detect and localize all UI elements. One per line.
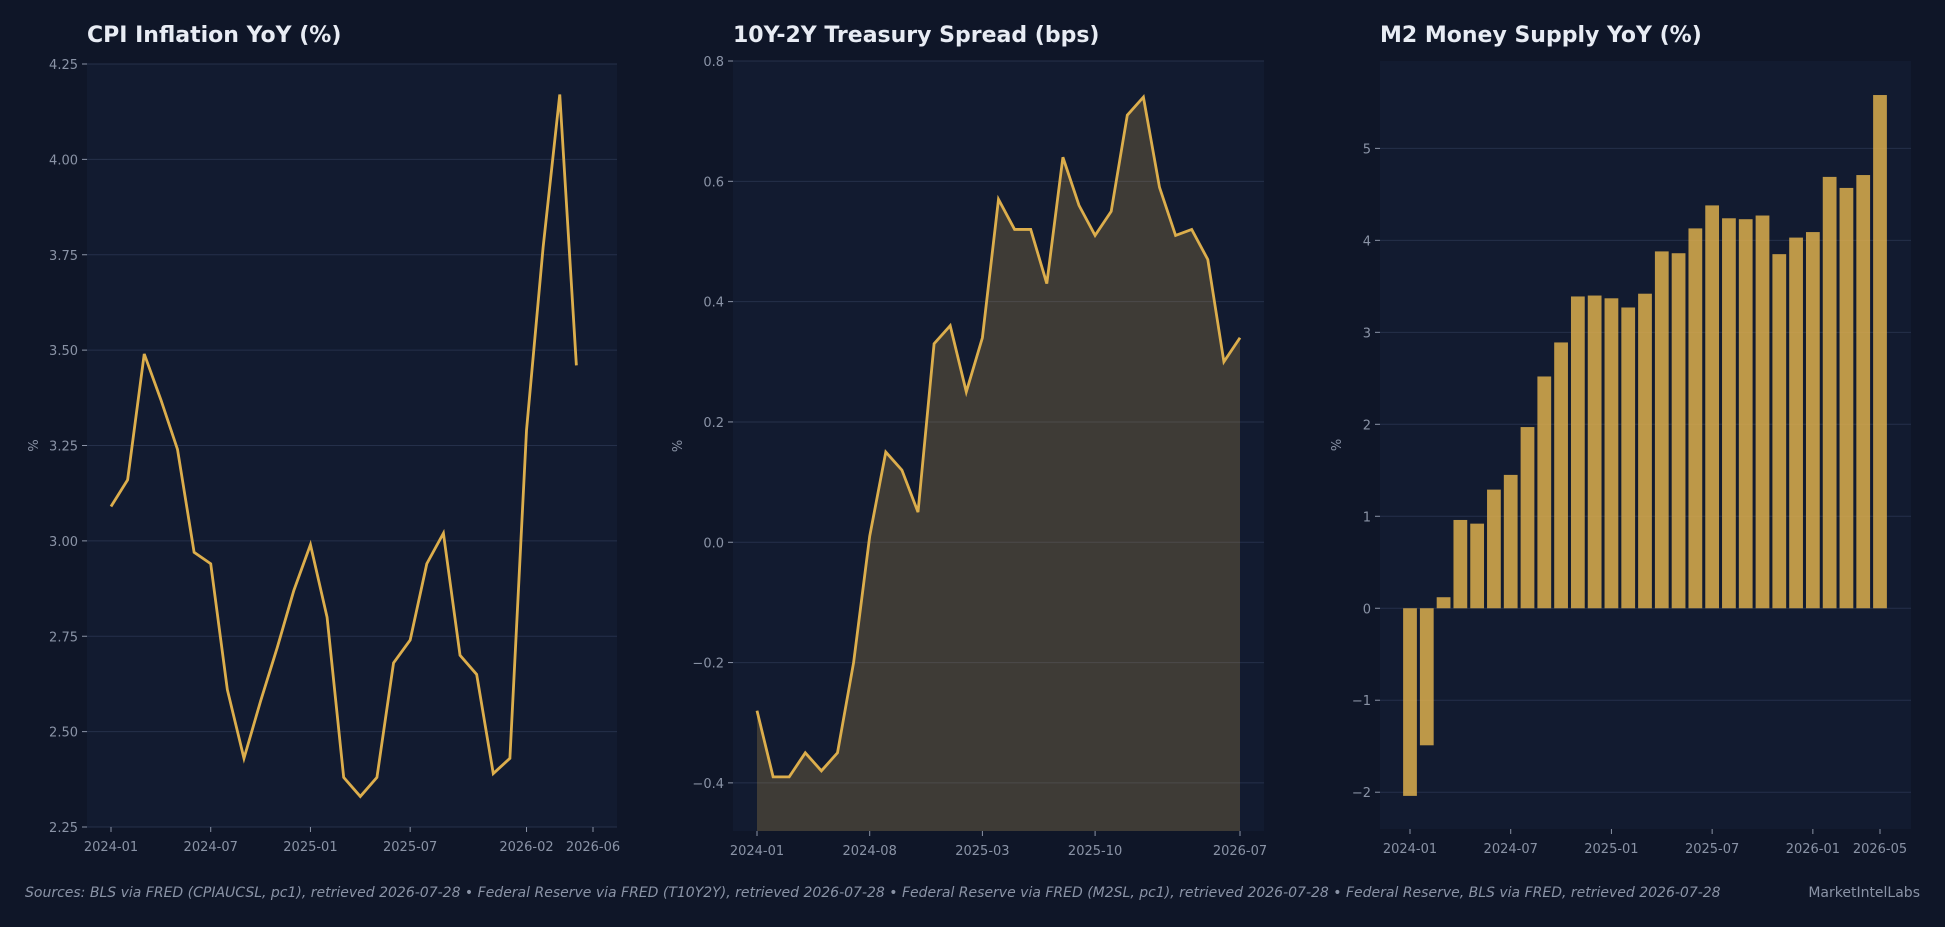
bar — [1755, 215, 1770, 609]
y-axis-label: % — [27, 439, 42, 451]
bar — [1772, 254, 1787, 609]
bar — [1722, 218, 1736, 609]
x-tick-label: 2024-01 — [84, 840, 138, 855]
y-tick-label: 2.50 — [49, 726, 78, 741]
x-tick-label: 2024-07 — [184, 840, 238, 855]
y-tick-label: 2.25 — [49, 821, 78, 836]
bar — [1805, 232, 1820, 609]
bar — [1638, 293, 1652, 609]
chart-title: 10Y-2Y Treasury Spread (bps) — [733, 23, 1099, 48]
area-fill — [757, 97, 1240, 831]
chart-cpi: 2.25 2.50 2.75 3.00 3.25 3.50 3.75 4.00 4.25 2024… — [27, 23, 620, 855]
bar — [1688, 228, 1703, 609]
bar — [1503, 474, 1518, 609]
bar — [1487, 489, 1501, 609]
x-tick-label: 2025-07 — [1685, 842, 1739, 857]
plot-area — [733, 61, 1264, 831]
bar — [1604, 298, 1619, 609]
chart-spread: −0.4 −0.2 0.0 0.2 0.4 0.6 0.8 2024-01 2024-08 202… — [671, 23, 1267, 859]
x-tick-label: 2026-06 — [566, 840, 620, 855]
bar — [1570, 296, 1585, 609]
y-tick-label: 0.4 — [703, 296, 724, 311]
y-tick-label: 0.8 — [703, 55, 724, 70]
x-tick-label: 2025-01 — [1584, 842, 1638, 857]
bar — [1621, 307, 1636, 609]
bar — [1873, 95, 1887, 609]
y-tick-label: 3 — [1363, 326, 1371, 341]
y-tick-label: −1 — [1352, 694, 1371, 709]
x-tick-label: 2026-02 — [499, 840, 553, 855]
sources-footnote: Sources: BLS via FRED (CPIAUCSL, pc1), r… — [25, 885, 1721, 901]
x-tick-label: 2025-07 — [383, 840, 437, 855]
y-tick-label: 4.00 — [49, 153, 78, 168]
y-tick-label: −0.4 — [692, 777, 724, 792]
y-tick-label: 0.0 — [703, 536, 724, 551]
x-tick-label: 2024-01 — [1383, 842, 1437, 857]
y-tick-label: 0.2 — [703, 416, 724, 431]
y-tick-label: 4 — [1363, 234, 1371, 249]
y-tick-label: 2 — [1363, 418, 1371, 433]
bar — [1436, 597, 1451, 609]
x-tick-label: 2026-07 — [1213, 844, 1267, 859]
bar — [1705, 205, 1720, 609]
y-tick-label: −2 — [1352, 786, 1371, 801]
bar — [1554, 342, 1568, 609]
y-tick-label: 0.6 — [703, 175, 724, 190]
x-tick-label: 2025-01 — [283, 840, 337, 855]
bar — [1738, 219, 1753, 609]
bar — [1839, 187, 1854, 609]
y-tick-label: −0.2 — [692, 657, 724, 672]
bar — [1789, 237, 1803, 609]
y-tick-label: 3.25 — [49, 440, 78, 455]
x-tick-label: 2024-07 — [1484, 842, 1538, 857]
x-tick-label: 2024-08 — [843, 844, 897, 859]
bar — [1822, 176, 1837, 609]
y-tick-label: 4.25 — [49, 58, 78, 73]
bar — [1654, 251, 1669, 609]
bar — [1403, 608, 1417, 796]
x-tick-label: 2026-01 — [1786, 842, 1840, 857]
y-tick-label: 3.75 — [49, 249, 78, 264]
bar — [1671, 253, 1686, 609]
y-tick-label: 1 — [1363, 510, 1371, 525]
y-tick-label: 0 — [1363, 602, 1371, 617]
brand-label: MarketIntelLabs — [1808, 885, 1920, 901]
x-tick-label: 2025-03 — [955, 844, 1009, 859]
bar — [1856, 175, 1871, 609]
y-tick-label: 2.75 — [49, 630, 78, 645]
y-tick-label: 3.50 — [49, 344, 78, 359]
y-tick-label: 5 — [1363, 142, 1371, 157]
x-tick-label: 2025-10 — [1068, 844, 1122, 859]
chart-m2: −2 −1 0 1 2 3 4 5 2024-01 2024-07 2025-01 2025-07 20… — [1330, 23, 1911, 857]
bar — [1537, 376, 1552, 609]
bar — [1587, 295, 1602, 609]
chart-title: M2 Money Supply YoY (%) — [1380, 23, 1702, 48]
y-axis-label: % — [1330, 439, 1345, 451]
x-tick-label: 2026-05 — [1853, 842, 1907, 857]
bar — [1520, 427, 1535, 609]
y-axis-label: % — [671, 440, 686, 452]
bar — [1453, 519, 1468, 609]
chart-title: CPI Inflation YoY (%) — [87, 23, 341, 48]
bar — [1419, 608, 1434, 746]
y-tick-label: 3.00 — [49, 535, 78, 550]
x-tick-label: 2024-01 — [730, 844, 784, 859]
bar — [1470, 523, 1485, 609]
